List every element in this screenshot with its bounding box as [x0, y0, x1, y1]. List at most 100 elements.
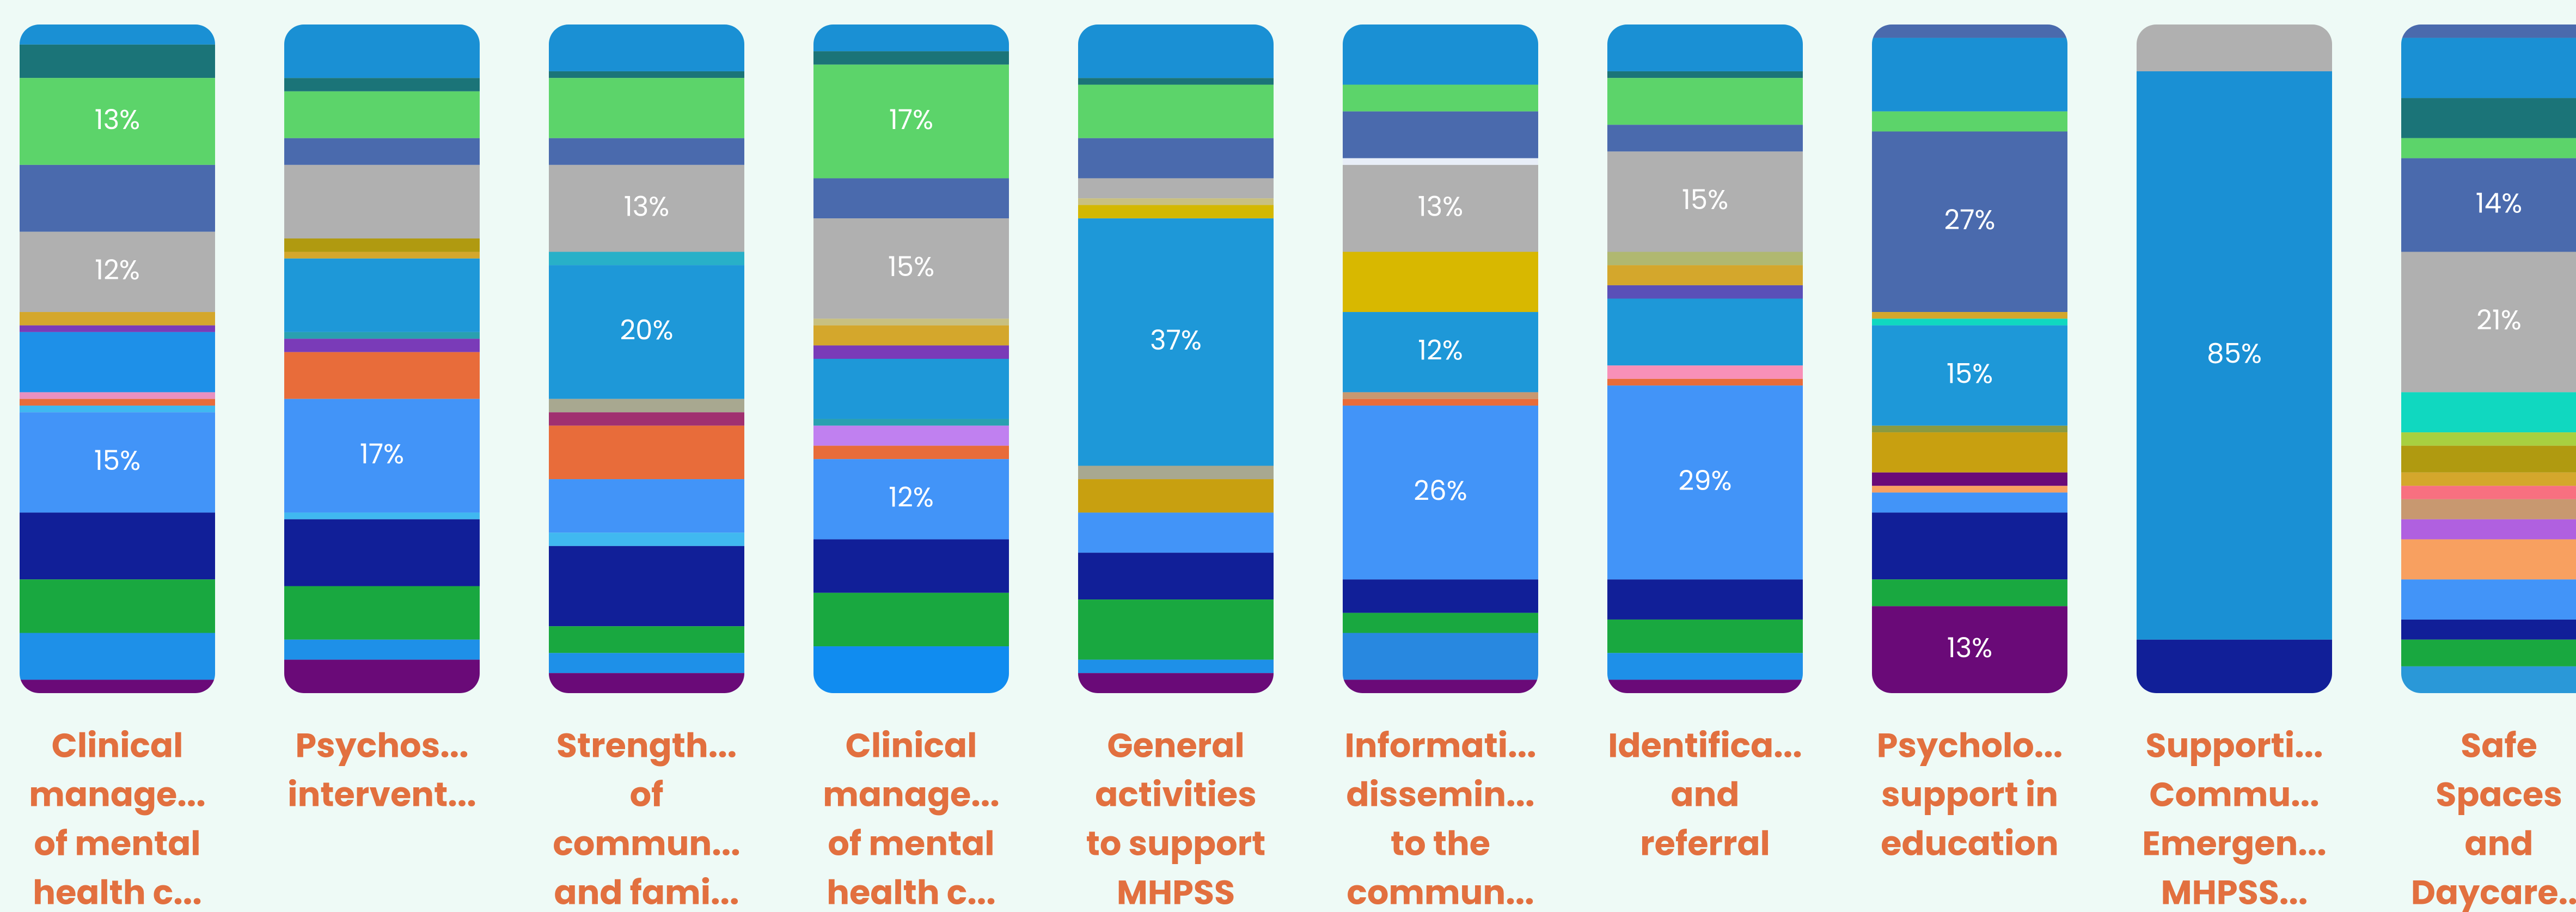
bar-segment: [1078, 466, 1274, 480]
bar-segment: [2401, 392, 2576, 433]
bar-segment: [1607, 680, 1803, 693]
category-label: referral: [1640, 819, 1770, 867]
bar-segment: [20, 25, 215, 45]
category-label: of: [630, 770, 664, 818]
bar-segment: [284, 512, 480, 519]
bar-segment: [2401, 472, 2576, 486]
bar-segment: [1872, 131, 2067, 313]
category-label: MHPSS...: [2161, 868, 2308, 912]
bar-segment: [1343, 312, 1538, 393]
bar-segment: [1872, 432, 2067, 473]
category-label: and: [2465, 819, 2534, 867]
bar-segment: [284, 238, 480, 252]
bar-segment: [1078, 205, 1274, 219]
bar-segment: [20, 44, 215, 78]
category-label: of mental: [828, 819, 994, 867]
bar-segment: [549, 71, 744, 78]
category-label: manage...: [823, 770, 999, 818]
bar-segment: [2401, 666, 2576, 693]
bar-segment: [549, 252, 744, 266]
bar-segment: [813, 419, 1009, 426]
bar-segment: [1607, 265, 1803, 285]
bar-segment: [1872, 492, 2067, 513]
bar-segment: [284, 519, 480, 586]
bar-segment: [813, 325, 1009, 346]
bar-segment: [1607, 378, 1803, 386]
category-label: and: [1671, 770, 1740, 818]
bar-segment: [1872, 486, 2067, 493]
segment-label: 17%: [889, 100, 933, 139]
bar-stack: [2137, 25, 2332, 693]
bar-stack: [549, 25, 744, 693]
bar-segment: [1343, 579, 1538, 613]
bar-segment: [1343, 633, 1538, 680]
segment-label: 17%: [360, 434, 404, 473]
bar-segment: [1078, 553, 1274, 600]
bar-segment: [549, 25, 744, 71]
category-label: intervent...: [287, 770, 476, 818]
bar-segment: [1078, 25, 1274, 78]
category-label: Supporti...: [2145, 721, 2323, 769]
category-label: education: [1881, 819, 2058, 867]
bar-segment: [1872, 111, 2067, 132]
bar-segment: [2401, 158, 2576, 252]
category-label: and fami...: [554, 868, 739, 912]
bar-segment: [1343, 405, 1538, 580]
bar-segment: [549, 78, 744, 138]
segment-label: 15%: [94, 441, 140, 480]
bar-segment: [549, 479, 744, 533]
bar-segment: [549, 673, 744, 693]
bar-segment: [813, 25, 1009, 52]
bar-segment: [813, 359, 1009, 419]
bar-segment: [549, 164, 744, 252]
bar-segment: [284, 252, 480, 259]
bar-segment: [549, 653, 744, 674]
bar-segment: [1872, 579, 2067, 607]
bar-segment: [813, 592, 1009, 647]
bar-segment: [2137, 25, 2332, 71]
bar-segment: [284, 138, 480, 165]
bar-segment: [1607, 385, 1803, 580]
bar-segment: [2401, 486, 2576, 499]
bar-segment: [813, 178, 1009, 219]
bar-segment: [1343, 25, 1538, 85]
bar-segment: [1607, 78, 1803, 125]
bar-segment: [549, 425, 744, 480]
bar-segment: [549, 532, 744, 546]
bar-segment: [1872, 425, 2067, 433]
bar-segment: [1078, 178, 1274, 199]
bar-stack: [813, 25, 1009, 693]
bar-segment: [1607, 579, 1803, 620]
category-label: Clinical: [52, 721, 183, 769]
bar-segment: [549, 399, 744, 413]
bar-segment: [1078, 138, 1274, 179]
bar-segment: [284, 339, 480, 352]
bar-segment: [1607, 125, 1803, 152]
category-label: Psycholo...: [1877, 721, 2063, 769]
bar-segment: [813, 539, 1009, 593]
bar-segment: [1343, 164, 1538, 252]
bar-segment: [284, 399, 480, 513]
bar-segment: [813, 646, 1009, 693]
bar-segment: [549, 138, 744, 165]
bar-segment: [20, 231, 215, 313]
bar-segment: [1078, 659, 1274, 674]
bar-segment: [2401, 25, 2576, 38]
category-label: Informati...: [1344, 721, 1536, 769]
bar-segment: [1872, 325, 2067, 426]
bar-segment: [20, 680, 215, 693]
segment-label: 13%: [624, 187, 669, 225]
bar-segment: [2401, 519, 2576, 540]
category-label: commun...: [1347, 868, 1534, 912]
bar-segment: [2401, 138, 2576, 158]
bar-segment: [1343, 680, 1538, 693]
bar-segment: [2401, 539, 2576, 580]
segment-label: 37%: [1150, 321, 1202, 359]
bar-segment: [813, 345, 1009, 359]
bar-stack: [2401, 25, 2576, 693]
bar-segment: [813, 64, 1009, 179]
bar-segment: [20, 392, 215, 399]
bar-segment: [2401, 619, 2576, 640]
bar-segment: [1872, 512, 2067, 580]
bar-segment: [20, 412, 215, 513]
